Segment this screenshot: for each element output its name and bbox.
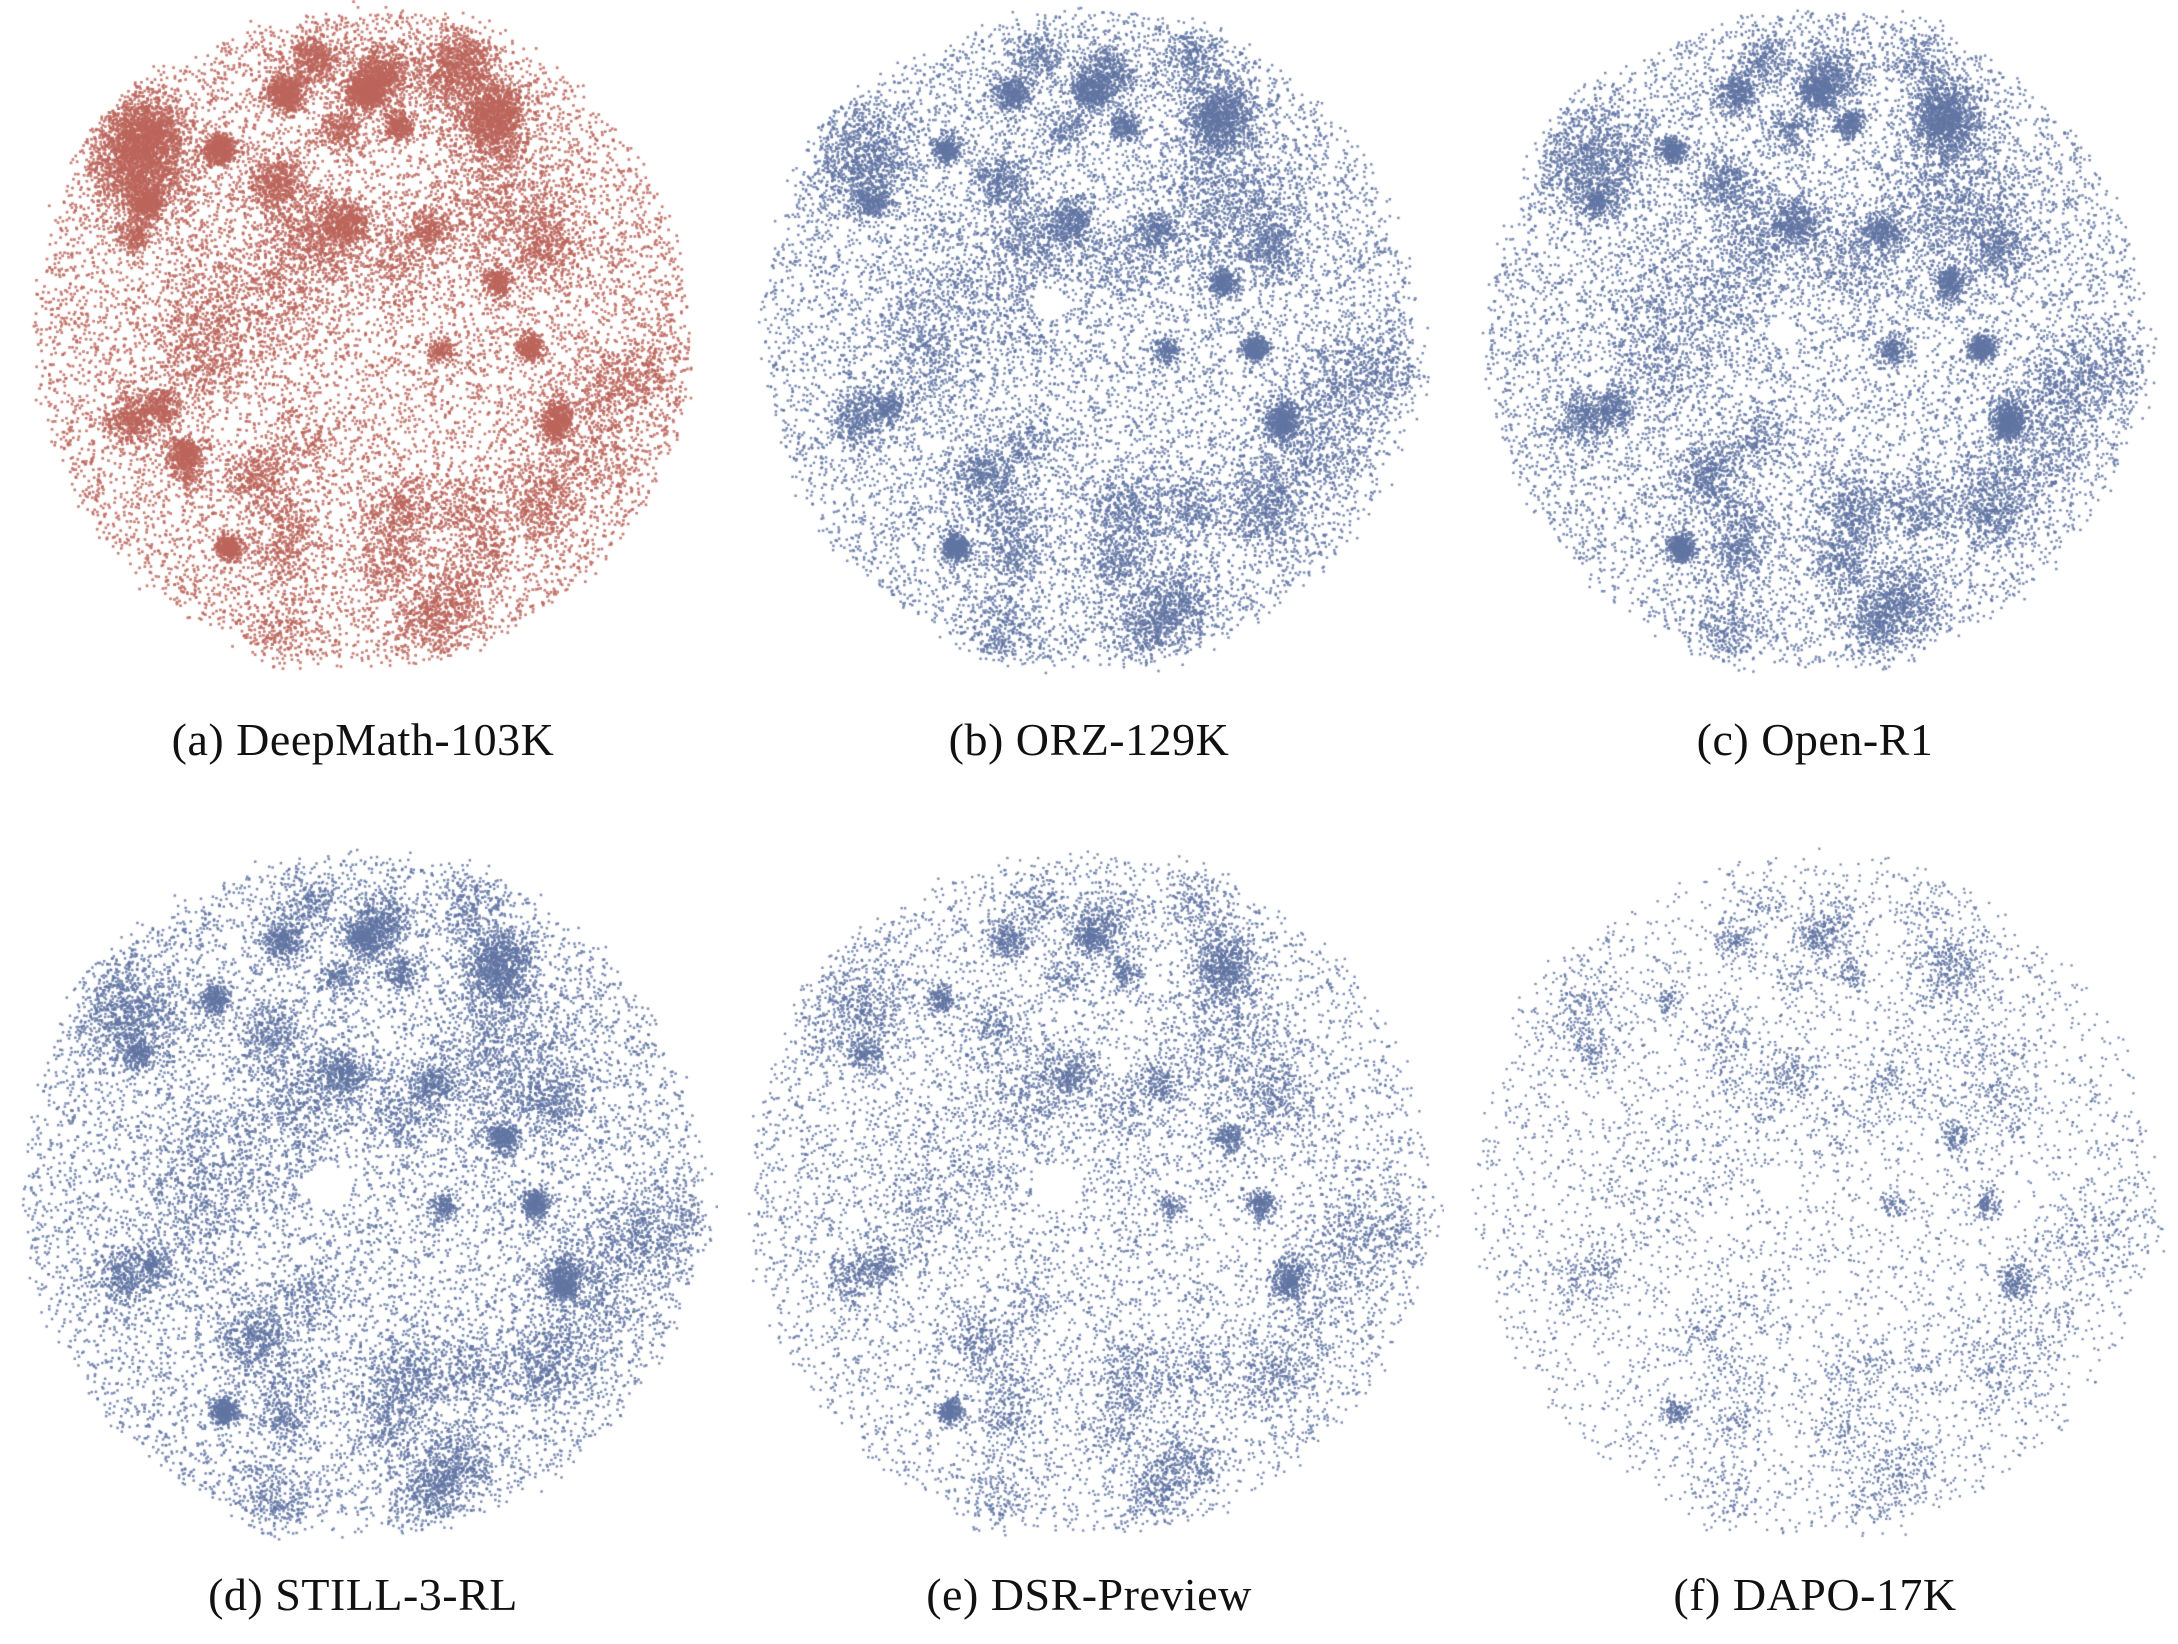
panel-dapo-17k: (f) DAPO-17K [1452, 802, 2178, 1644]
panel-caption-e: (e) DSR-Preview [926, 1568, 1252, 1620]
panel-open-r1: (c) Open-R1 [1452, 0, 2178, 802]
panel-caption-f: (f) DAPO-17K [1673, 1568, 1957, 1620]
panel-orz-129k: (b) ORZ-129K [726, 0, 1452, 802]
scatter-cloud-deepmath-103k [8, 0, 718, 676]
panel-deepmath-103k: (a) DeepMath-103K [0, 0, 726, 802]
panel-caption-a: (a) DeepMath-103K [171, 713, 555, 765]
scatter-cloud-open-r1 [1460, 0, 2170, 676]
panel-still-3-rl: (d) STILL-3-RL [0, 802, 726, 1644]
panel-caption-c: (c) Open-R1 [1696, 713, 1934, 765]
scatter-cloud-dapo-17k [1460, 844, 2170, 1544]
panel-caption-b: (b) ORZ-129K [948, 713, 1230, 765]
scatter-cloud-still-3-rl [8, 844, 718, 1544]
panel-dsr-preview: (e) DSR-Preview [726, 802, 1452, 1644]
scatter-cloud-dsr-preview [734, 844, 1444, 1544]
panel-caption-d: (d) STILL-3-RL [208, 1568, 518, 1620]
scatter-cloud-orz-129k [734, 0, 1444, 676]
